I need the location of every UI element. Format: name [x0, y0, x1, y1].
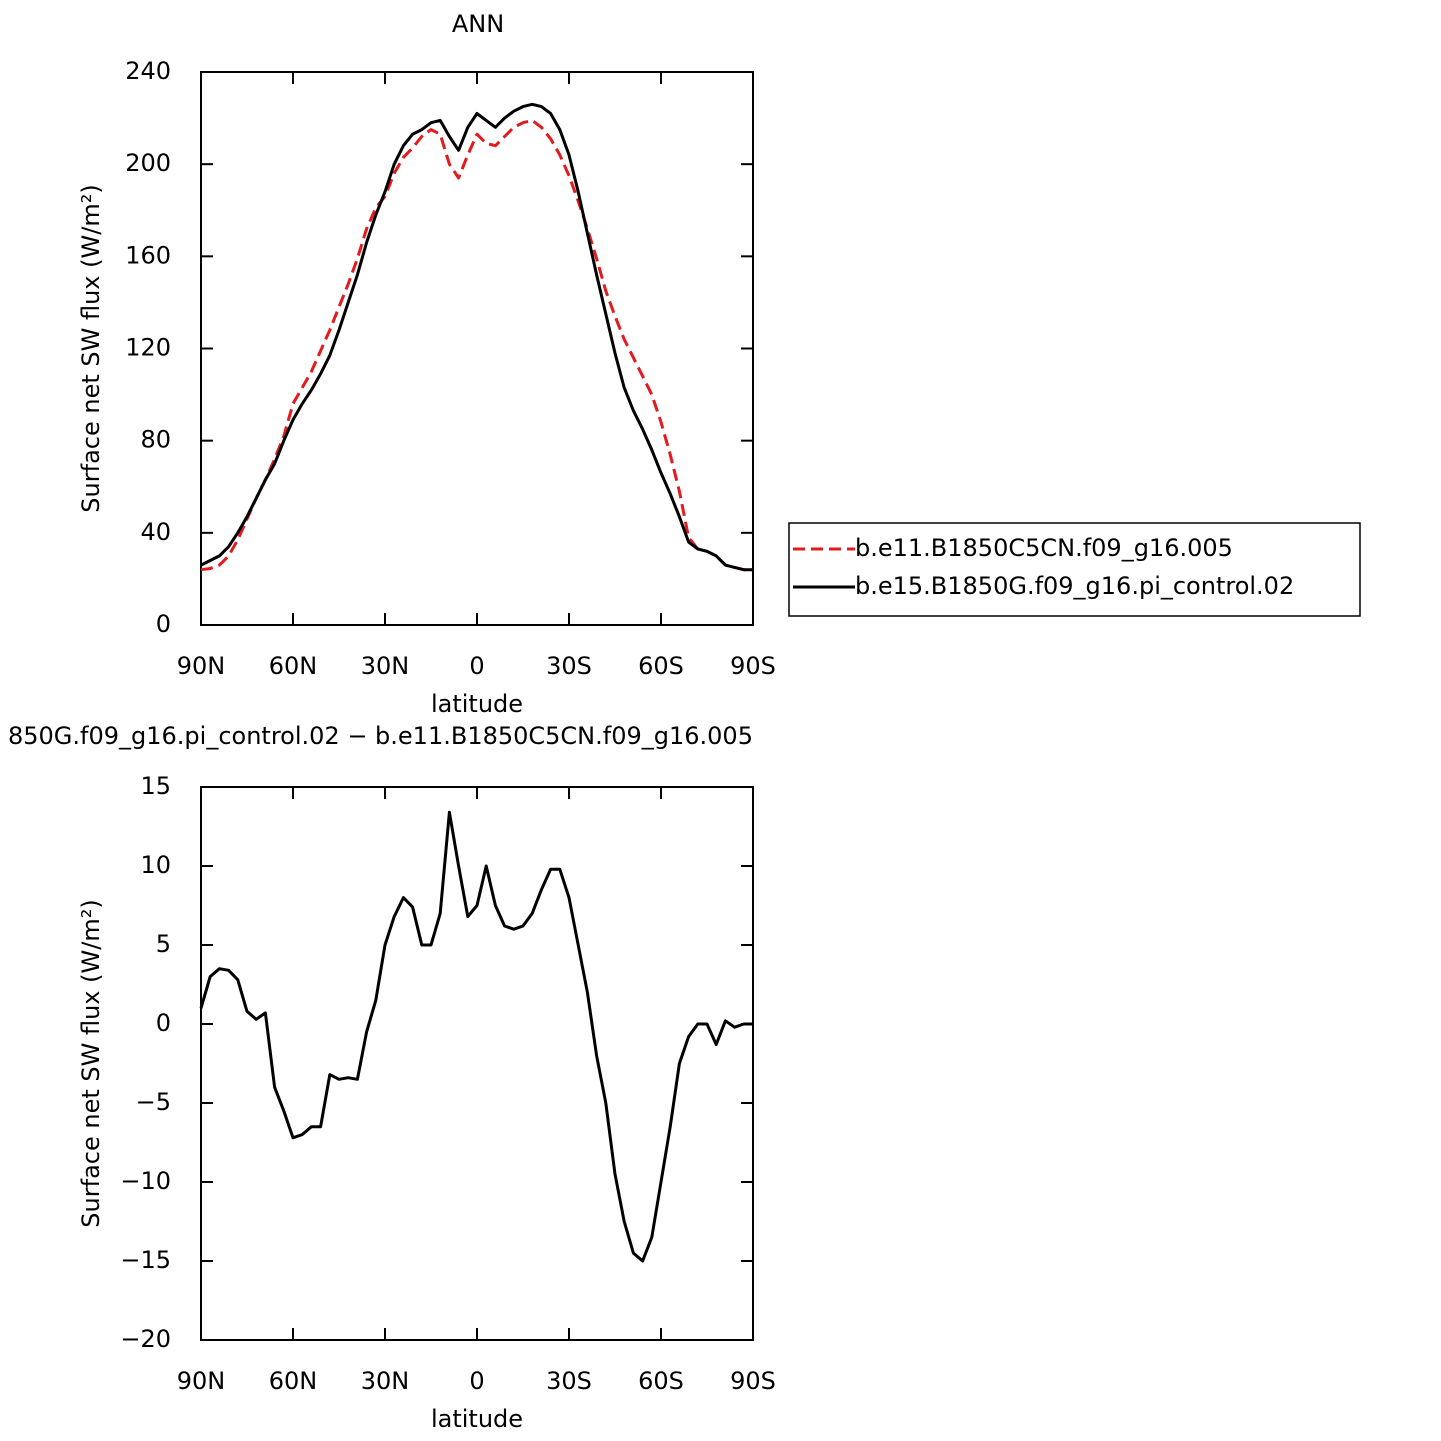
x-tick-label: 0: [469, 1367, 484, 1395]
x-tick-label: 0: [469, 652, 484, 680]
x-tick-label: 60N: [269, 1367, 318, 1395]
x-tick-label: 90N: [177, 652, 226, 680]
plot-frame: [200, 786, 754, 1341]
y-tick-label: −15: [120, 1246, 171, 1274]
x-tick-label: 30S: [546, 652, 592, 680]
x-tick-label: 30N: [361, 652, 410, 680]
data-line: [200, 102, 753, 572]
data-line: [199, 810, 753, 1263]
x-tick-label: 60S: [638, 652, 684, 680]
y-axis-label: Surface net SW flux (W/m²): [77, 184, 105, 512]
y-tick-label: 40: [140, 518, 171, 546]
x-tick-label: 90S: [730, 1367, 776, 1395]
chart-title: 850G.f09_g16.pi_control.02 − b.e11.B1850…: [8, 722, 753, 750]
y-tick-label: 0: [156, 610, 171, 638]
chart-title: ANN: [452, 10, 504, 38]
x-tick-label: 30N: [361, 1367, 410, 1395]
y-tick-label: 0: [156, 1009, 171, 1037]
y-tick-label: −20: [120, 1325, 171, 1353]
x-axis-label: latitude: [431, 1405, 523, 1433]
x-tick-label: 60N: [269, 652, 318, 680]
legend-label: b.e15.B1850G.f09_g16.pi_control.02: [855, 572, 1294, 600]
legend-label: b.e11.B1850C5CN.f09_g16.005: [855, 534, 1233, 562]
x-axis-label: latitude: [431, 690, 523, 718]
y-tick-label: −10: [120, 1167, 171, 1195]
y-tick-label: 5: [156, 930, 171, 958]
y-axis-label: Surface net SW flux (W/m²): [77, 899, 105, 1227]
x-tick-label: 60S: [638, 1367, 684, 1395]
y-tick-label: 160: [125, 241, 171, 269]
x-tick-label: 90N: [177, 1367, 226, 1395]
y-tick-label: 80: [140, 426, 171, 454]
x-tick-label: 30S: [546, 1367, 592, 1395]
legend-box: [788, 522, 1361, 617]
y-tick-label: 10: [140, 851, 171, 879]
y-tick-label: 15: [140, 772, 171, 800]
data-line: [200, 118, 753, 572]
y-tick-label: 120: [125, 334, 171, 362]
y-tick-label: 200: [125, 149, 171, 177]
y-tick-label: −5: [136, 1088, 171, 1116]
x-tick-label: 90S: [730, 652, 776, 680]
legend: b.e11.B1850C5CN.f09_g16.005 b.e15.B1850G.…: [788, 522, 1361, 617]
plot-frame: [200, 71, 754, 626]
y-tick-label: 240: [125, 57, 171, 85]
